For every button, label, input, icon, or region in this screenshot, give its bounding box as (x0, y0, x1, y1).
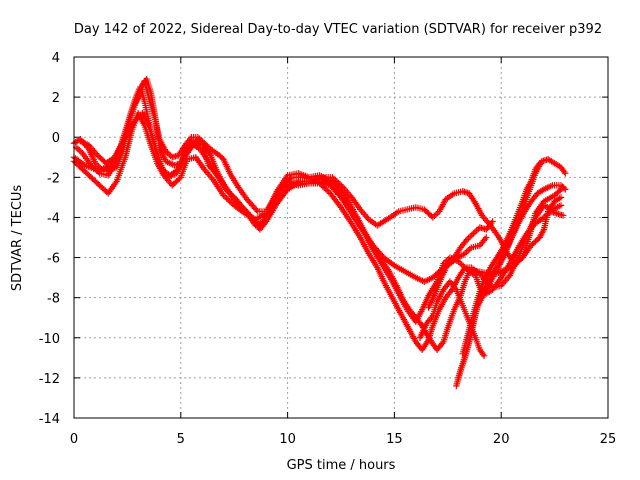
data-point-marker (324, 187, 331, 194)
data-point-marker (225, 189, 232, 196)
x-tick-label: 10 (279, 432, 296, 447)
data-point-marker (227, 199, 235, 206)
data-point-marker (471, 228, 479, 236)
x-tick-label: 5 (177, 432, 185, 447)
data-point-marker (253, 206, 260, 214)
data-point-marker (226, 197, 233, 205)
data-point-marker (321, 184, 328, 191)
data-point-marker (230, 193, 237, 200)
data-series-track-4 (72, 83, 567, 267)
data-series-track-5 (77, 77, 567, 354)
data-point-marker (176, 175, 183, 182)
data-point-marker (228, 191, 235, 199)
data-point-marker (562, 186, 569, 193)
data-point-marker (317, 181, 325, 188)
data-series-track-6 (416, 278, 488, 360)
y-tick-label: 2 (52, 91, 60, 106)
data-point-marker (479, 351, 487, 358)
data-point-marker (480, 352, 488, 360)
data-point-marker (535, 161, 542, 168)
data-point-marker (470, 230, 477, 237)
x-tick-label: 20 (493, 432, 510, 447)
data-point-marker (431, 212, 438, 220)
data-layer (70, 75, 569, 390)
axis-layer: 0 5 10 15 20 25 -14 -12 -10 -8 -6 -4 -2 0 2 4 (39, 51, 617, 447)
y-tick-label: 4 (52, 51, 60, 66)
data-series-track-3 (70, 109, 565, 354)
data-point-marker (227, 190, 234, 197)
data-point-marker (330, 175, 338, 182)
data-point-marker (221, 193, 229, 201)
y-tick-label: -4 (47, 211, 60, 226)
data-point-marker (95, 168, 102, 176)
x-axis-label: GPS time / hours (287, 458, 396, 473)
data-point-marker (389, 261, 397, 268)
data-point-marker (322, 185, 329, 193)
data-point-marker (557, 194, 565, 201)
y-tick-label: -2 (47, 171, 60, 186)
data-point-marker (224, 196, 232, 203)
data-point-marker (223, 195, 230, 202)
data-point-marker (483, 234, 490, 241)
x-tick-label: 15 (386, 432, 403, 447)
data-point-marker (536, 160, 543, 167)
plot-frame (73, 56, 609, 419)
data-point-marker (76, 147, 83, 154)
y-tick-label: -14 (39, 412, 60, 427)
data-point-marker (287, 175, 294, 182)
y-tick-label: -6 (47, 252, 60, 267)
data-series-track-7 (425, 218, 496, 311)
y-tick-label: 0 (52, 131, 60, 146)
y-tick-label: -12 (39, 372, 60, 387)
data-series-track-10 (459, 160, 543, 358)
data-point-marker (74, 145, 81, 152)
data-point-marker (319, 183, 326, 190)
data-point-marker (560, 184, 568, 192)
data-point-marker (79, 160, 87, 168)
data-point-marker (464, 247, 472, 254)
data-point-marker (557, 202, 565, 209)
chart-title: Day 142 of 2022, Sidereal Day-to-day VTE… (74, 22, 602, 37)
data-point-marker (468, 231, 476, 239)
data-point-marker (223, 187, 231, 194)
y-axis-label: SDTVAR / TECUs (10, 185, 25, 292)
data-point-marker (559, 212, 567, 219)
data-point-marker (340, 190, 348, 198)
data-point-marker (329, 174, 336, 181)
data-point-marker (465, 234, 472, 242)
data-point-marker (220, 192, 227, 199)
data-point-marker (222, 186, 229, 193)
data-point-marker (561, 168, 568, 176)
y-tick-label: -8 (47, 292, 60, 307)
data-point-marker (562, 170, 569, 177)
y-tick-label: -10 (39, 332, 60, 347)
data-point-marker (489, 218, 496, 225)
x-tick-label: 25 (600, 432, 617, 447)
x-tick-label: 0 (70, 432, 78, 447)
data-point-marker (467, 233, 474, 240)
